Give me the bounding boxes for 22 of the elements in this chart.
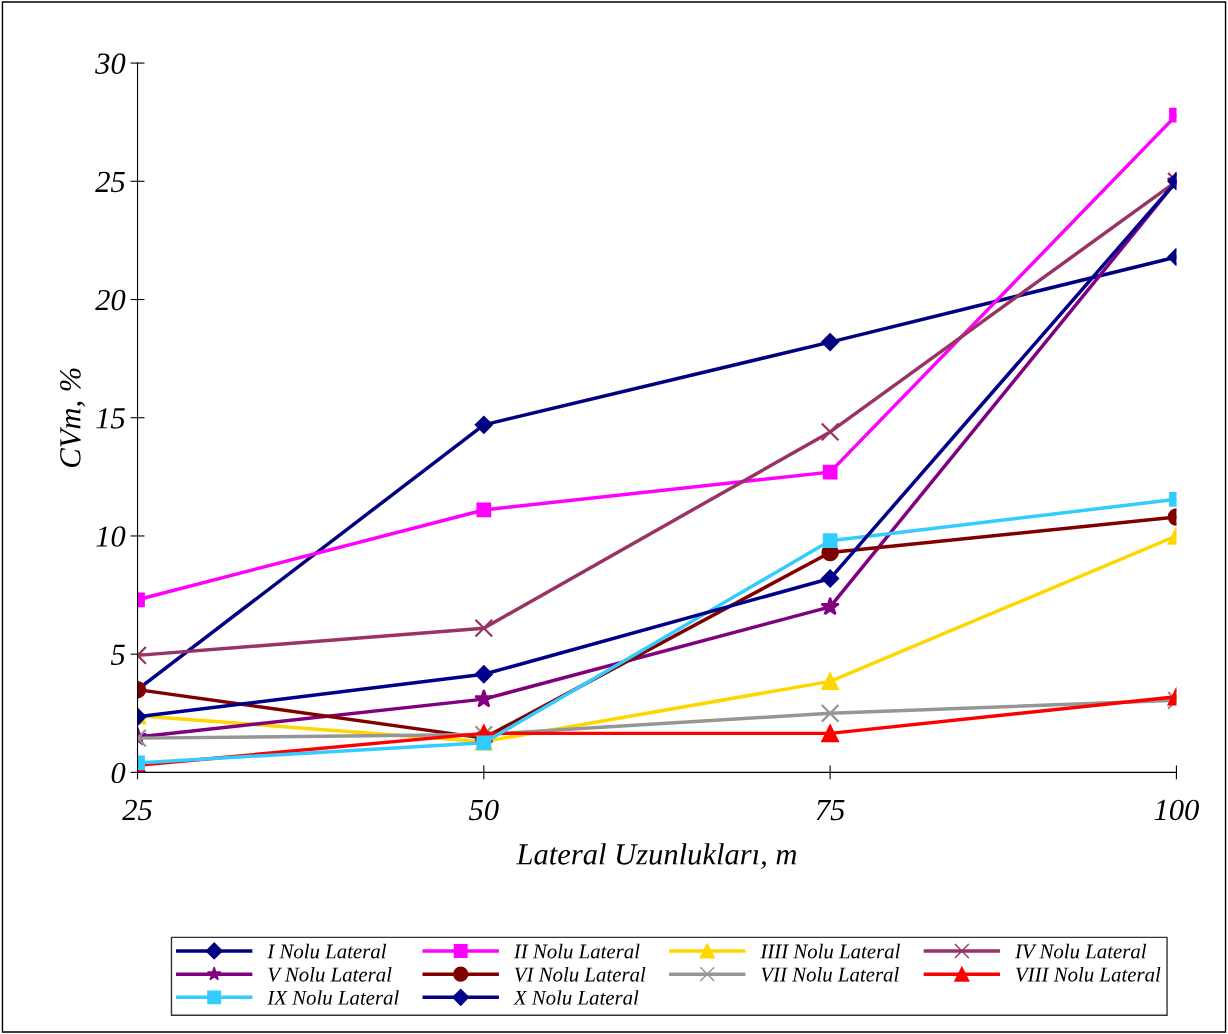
y-axis-title: CVm, %: [60, 368, 86, 467]
y-tick-label: 15: [96, 408, 125, 429]
legend-label: X Nolu Lateral: [513, 990, 639, 1005]
y-tick-label: 10: [96, 526, 126, 547]
legend-label: IIII Nolu Lateral: [760, 943, 900, 959]
y-tick-label: 20: [95, 289, 126, 311]
legend-label: I Nolu Lateral: [267, 943, 387, 959]
legend-label: VII Nolu Lateral: [761, 966, 899, 982]
legend-label: IX Nolu Lateral: [267, 990, 399, 1005]
legend-label: VI Nolu Lateral: [514, 966, 646, 982]
x-tick-label: 50: [469, 799, 499, 821]
y-tick-label: 0: [111, 762, 126, 784]
y-tick-label: 30: [95, 53, 126, 74]
x-tick-label: 75: [816, 799, 845, 821]
x-tick-label: 100: [1154, 799, 1199, 821]
y-tick-label: 25: [95, 171, 125, 193]
legend-label: VIII Nolu Lateral: [1016, 966, 1161, 982]
legend-label: IV Nolu Lateral: [1014, 943, 1147, 959]
x-axis-title: Lateral Uzunlukları, m: [516, 843, 797, 870]
y-tick-label: 5: [110, 644, 125, 666]
legend-label: V Nolu Lateral: [268, 966, 392, 982]
legend-label: II Nolu Lateral: [513, 943, 640, 959]
